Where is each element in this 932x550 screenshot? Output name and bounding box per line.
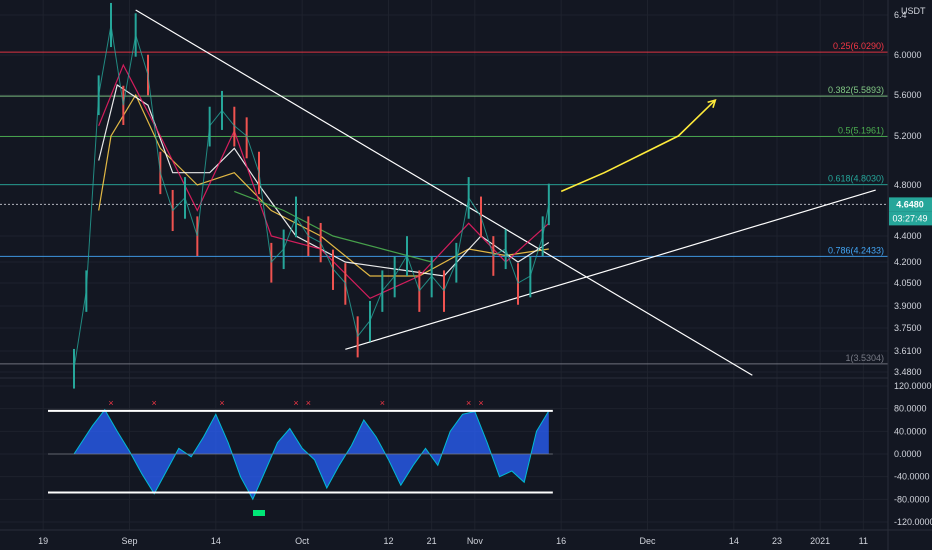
trendline[interactable]: [345, 189, 876, 350]
time-tick-label: 14: [211, 536, 221, 546]
sell-signal-marker: ×: [293, 398, 298, 408]
time-tick-label: 16: [556, 536, 566, 546]
oscillator-tick-label: 40.0000: [894, 426, 927, 436]
sell-signal-marker: ×: [466, 398, 471, 408]
sell-signal-marker: ×: [152, 398, 157, 408]
price-tick-label: 4.2000: [894, 257, 922, 267]
moving-average-line: [98, 84, 550, 277]
price-tick-label: 3.9000: [894, 301, 922, 311]
oscillator-tick-label: -120.0000: [894, 517, 932, 527]
time-tick-label: Dec: [639, 536, 656, 546]
price-tick-label: 4.4000: [894, 231, 922, 241]
fib-level-label: 0.5(5.1961): [838, 125, 884, 135]
current-price-badge: [889, 197, 932, 212]
time-tick-label: Nov: [467, 536, 484, 546]
fib-level-label: 0.382(5.5893): [828, 85, 884, 95]
time-tick-label: 2021: [810, 536, 830, 546]
moving-average-line: [98, 63, 550, 300]
oscillator-area: [74, 409, 549, 500]
price-tick-label: 3.4800: [894, 367, 922, 377]
price-tick-label: 6.4: [894, 10, 907, 20]
sell-signal-marker: ×: [306, 398, 311, 408]
time-tick-label: Oct: [295, 536, 310, 546]
price-axis-panel[interactable]: [888, 0, 932, 550]
sell-signal-marker: ×: [108, 398, 113, 408]
price-line: [73, 24, 550, 369]
fib-level-label: 0.618(4.8030): [828, 174, 884, 184]
countdown-badge: [889, 211, 932, 226]
time-tick-label: 23: [772, 536, 782, 546]
price-tick-label: 4.0500: [894, 278, 922, 288]
time-tick-label: 21: [427, 536, 437, 546]
fib-level-label: 1(3.5304): [845, 353, 884, 363]
trendline[interactable]: [135, 9, 753, 376]
price-tick-label: 5.6000: [894, 90, 922, 100]
current-price-label: 4.6480: [896, 199, 924, 209]
time-tick-label: 12: [383, 536, 393, 546]
sell-signal-marker: ×: [380, 398, 385, 408]
price-tick-label: 3.7500: [894, 323, 922, 333]
time-tick-label: 19: [38, 536, 48, 546]
oscillator-tick-label: -40.0000: [894, 472, 930, 482]
oscillator-tick-label: 0.0000: [894, 449, 922, 459]
time-tick-label: 11: [859, 536, 868, 546]
projection-arrow[interactable]: [560, 99, 716, 193]
oscillator-tick-label: -80.0000: [894, 494, 930, 504]
oscillator-tick-label: 80.0000: [894, 404, 927, 414]
sell-signal-marker: ×: [478, 398, 483, 408]
oscillator-line: [73, 408, 550, 501]
price-tick-label: 3.6100: [894, 346, 922, 356]
price-tick-label: 4.8000: [894, 180, 922, 190]
countdown-label: 03:27:49: [892, 213, 927, 223]
price-tick-label: 6.0000: [894, 50, 922, 60]
fib-level-label: 0.786(4.2433): [828, 245, 884, 255]
sell-signal-marker: ×: [219, 398, 224, 408]
buy-signal-marker: [253, 510, 265, 516]
fib-level-label: 0.25(6.0290): [833, 41, 884, 51]
moving-average-line: [234, 190, 432, 263]
time-tick-label: 14: [729, 536, 739, 546]
price-tick-label: 5.2000: [894, 131, 922, 141]
projection-arrow-head: [707, 98, 717, 109]
oscillator-tick-label: 120.0000: [894, 381, 932, 391]
time-tick-label: Sep: [121, 536, 137, 546]
currency-label: USDT: [901, 6, 926, 16]
